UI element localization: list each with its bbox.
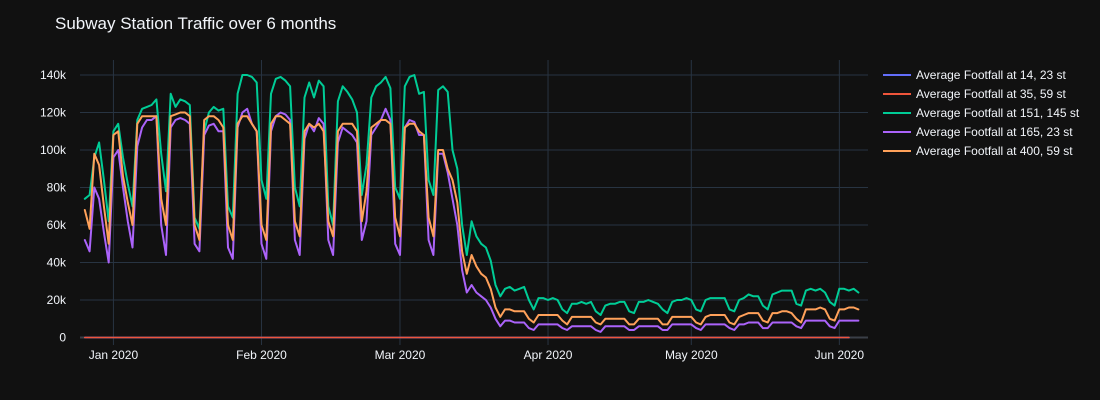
y-tick-label: 80k: [47, 181, 67, 195]
series-line: [83, 74, 860, 316]
x-tick-label: Jun 2020: [815, 348, 865, 362]
x-tick-label: Feb 2020: [236, 348, 287, 362]
series-lines: [83, 74, 860, 339]
legend-item[interactable]: Average Footfall at 14, 23 st: [883, 68, 1067, 82]
legend-label: Average Footfall at 151, 145 st: [916, 106, 1080, 120]
y-tick-label: 40k: [47, 256, 67, 270]
legend-label: Average Footfall at 35, 59 st: [916, 87, 1067, 101]
legend-item[interactable]: Average Footfall at 400, 59 st: [883, 144, 1073, 158]
y-tick-label: 100k: [40, 143, 67, 157]
legend-label: Average Footfall at 400, 59 st: [916, 144, 1073, 158]
legend-label: Average Footfall at 14, 23 st: [916, 68, 1067, 82]
y-tick-label: 60k: [47, 218, 67, 232]
series-line: [83, 107, 860, 333]
legend-item[interactable]: Average Footfall at 35, 59 st: [883, 87, 1067, 101]
chart-title: Subway Station Traffic over 6 months: [55, 14, 336, 33]
grid: [80, 60, 868, 345]
axis-ticks: 0 20k 40k 60k 80k 100k 120k 140k Jan 2020 Feb 202…: [40, 68, 864, 362]
y-tick-label: 20k: [47, 293, 67, 307]
series-line: [83, 111, 860, 326]
legend-item[interactable]: Average Footfall at 165, 23 st: [883, 125, 1073, 139]
y-tick-label: 140k: [40, 68, 67, 82]
y-tick-label: 120k: [40, 106, 67, 120]
x-tick-label: Apr 2020: [524, 348, 573, 362]
x-tick-label: Mar 2020: [375, 348, 426, 362]
y-tick-label: 0: [59, 331, 66, 345]
legend[interactable]: Average Footfall at 14, 23 st Average Foo…: [883, 68, 1080, 158]
x-tick-label: Jan 2020: [89, 348, 139, 362]
legend-item[interactable]: Average Footfall at 151, 145 st: [883, 106, 1080, 120]
x-tick-label: May 2020: [665, 348, 718, 362]
legend-label: Average Footfall at 165, 23 st: [916, 125, 1073, 139]
